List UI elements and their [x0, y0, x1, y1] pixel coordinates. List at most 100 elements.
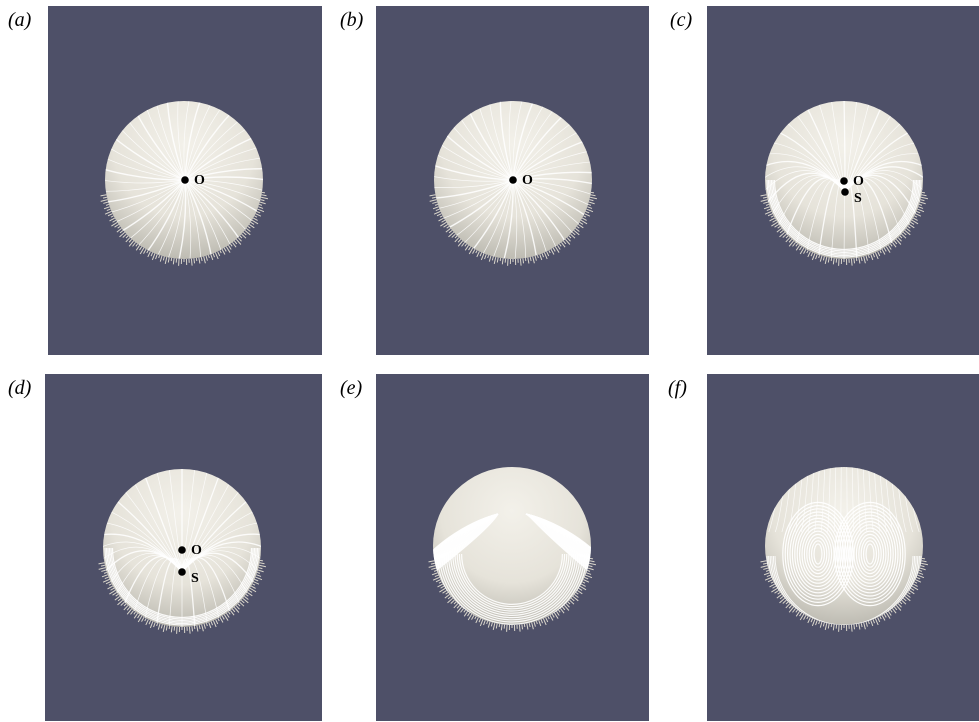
streamline: [110, 547, 254, 620]
fringe-mark: [904, 595, 911, 602]
fringe-mark: [914, 215, 918, 218]
streamline: [843, 514, 897, 594]
fringe-mark: [570, 597, 575, 602]
streamlines: [105, 101, 263, 259]
fringe-mark: [589, 196, 598, 200]
fringe-mark: [258, 567, 263, 570]
streamline: [436, 553, 588, 625]
fringe-mark: [887, 611, 892, 616]
point-o: O: [178, 543, 202, 558]
fringe-mark: [550, 248, 555, 255]
fringe-mark: [133, 613, 139, 619]
streamline: [183, 101, 191, 181]
fringe-mark: [824, 256, 828, 265]
fringe-mark: [435, 208, 440, 212]
streamline: [184, 127, 249, 181]
fringe-mark: [865, 621, 868, 627]
fringe-mark: [890, 243, 893, 247]
fringe-mark: [432, 576, 440, 581]
fringe-mark: [590, 194, 596, 197]
fringe-mark: [877, 617, 881, 623]
fringe-mark: [533, 621, 536, 627]
fringe-mark: [779, 231, 786, 238]
fringe-mark: [912, 583, 918, 587]
fringe-mark: [795, 611, 801, 617]
fringe-mark: [582, 581, 586, 584]
fringe-mark: [588, 201, 595, 205]
point-s: S: [841, 188, 862, 206]
fringe-mark: [763, 572, 770, 576]
fringe-mark: [125, 237, 131, 243]
fringe-mark: [527, 257, 530, 264]
streamline: [461, 179, 514, 246]
fringe-mark: [580, 219, 588, 225]
fringe-mark: [106, 208, 111, 212]
fringe-mark: [863, 256, 866, 264]
fringe-mark: [439, 587, 446, 593]
fringe-mark: [114, 223, 119, 228]
fringe-mark: [774, 589, 779, 594]
fringe-mark: [231, 608, 236, 613]
streamline: [512, 179, 592, 196]
streamline: [813, 543, 823, 565]
streamline: [478, 104, 514, 181]
streamline: [844, 105, 883, 193]
fringe-mark: [863, 622, 866, 630]
fringe-mark: [561, 606, 566, 611]
fringe-mark: [260, 199, 265, 202]
fringe-mark: [920, 196, 929, 200]
fringe-mark: [128, 238, 133, 243]
fringe-mark: [123, 605, 129, 611]
streamline: [434, 153, 514, 181]
panel-e-render: [376, 374, 649, 721]
fringe-mark: [795, 243, 798, 247]
streamline: [107, 179, 186, 214]
streamline: [184, 179, 256, 224]
panel-c-render: OS: [707, 6, 979, 355]
fringe-mark: [587, 203, 592, 206]
point-marker: [509, 176, 517, 184]
streamline: [181, 498, 250, 573]
streamline: [112, 179, 186, 224]
streamline: [434, 179, 514, 200]
streamline: [168, 469, 183, 573]
fringe-mark: [561, 242, 566, 248]
fringe-mark: [250, 221, 255, 225]
fringe-mark: [162, 256, 165, 261]
streamline: [525, 513, 591, 569]
fringe-mark: [815, 254, 818, 260]
fringe-mark: [810, 618, 814, 623]
fringe-mark: [589, 560, 595, 563]
streamline: [438, 142, 514, 181]
fringe-mark: [147, 251, 151, 258]
fringe-mark: [769, 583, 776, 588]
fringe-mark: [217, 618, 220, 622]
streamline: [808, 537, 828, 572]
streamline: [512, 114, 565, 181]
fringe-mark: [246, 228, 251, 232]
fringe-mark: [906, 228, 911, 232]
panel-label-a: (a): [8, 9, 32, 31]
fringe-mark: [534, 255, 537, 261]
fringe-mark: [117, 226, 121, 229]
streamline: [512, 101, 535, 181]
streamline: [107, 146, 186, 181]
fringe-mark: [806, 250, 809, 254]
fringe-mark: [471, 614, 475, 620]
fringe-mark: [881, 248, 886, 255]
fringe-mark: [877, 251, 881, 257]
streamline: [512, 161, 592, 181]
fringe-mark: [915, 213, 922, 217]
panel-d-render: OS: [45, 374, 322, 721]
fringe-mark: [819, 621, 823, 628]
fringe-mark: [438, 581, 442, 584]
fringe-mark: [208, 622, 212, 629]
streamline: [774, 555, 914, 625]
streamline: [771, 555, 917, 625]
streamline: [441, 553, 583, 625]
fringe-mark: [916, 210, 921, 214]
fringe-mark: [562, 240, 567, 245]
fringe-mark: [883, 247, 887, 252]
fringe-mark: [114, 596, 120, 601]
fringe-mark: [832, 624, 835, 631]
